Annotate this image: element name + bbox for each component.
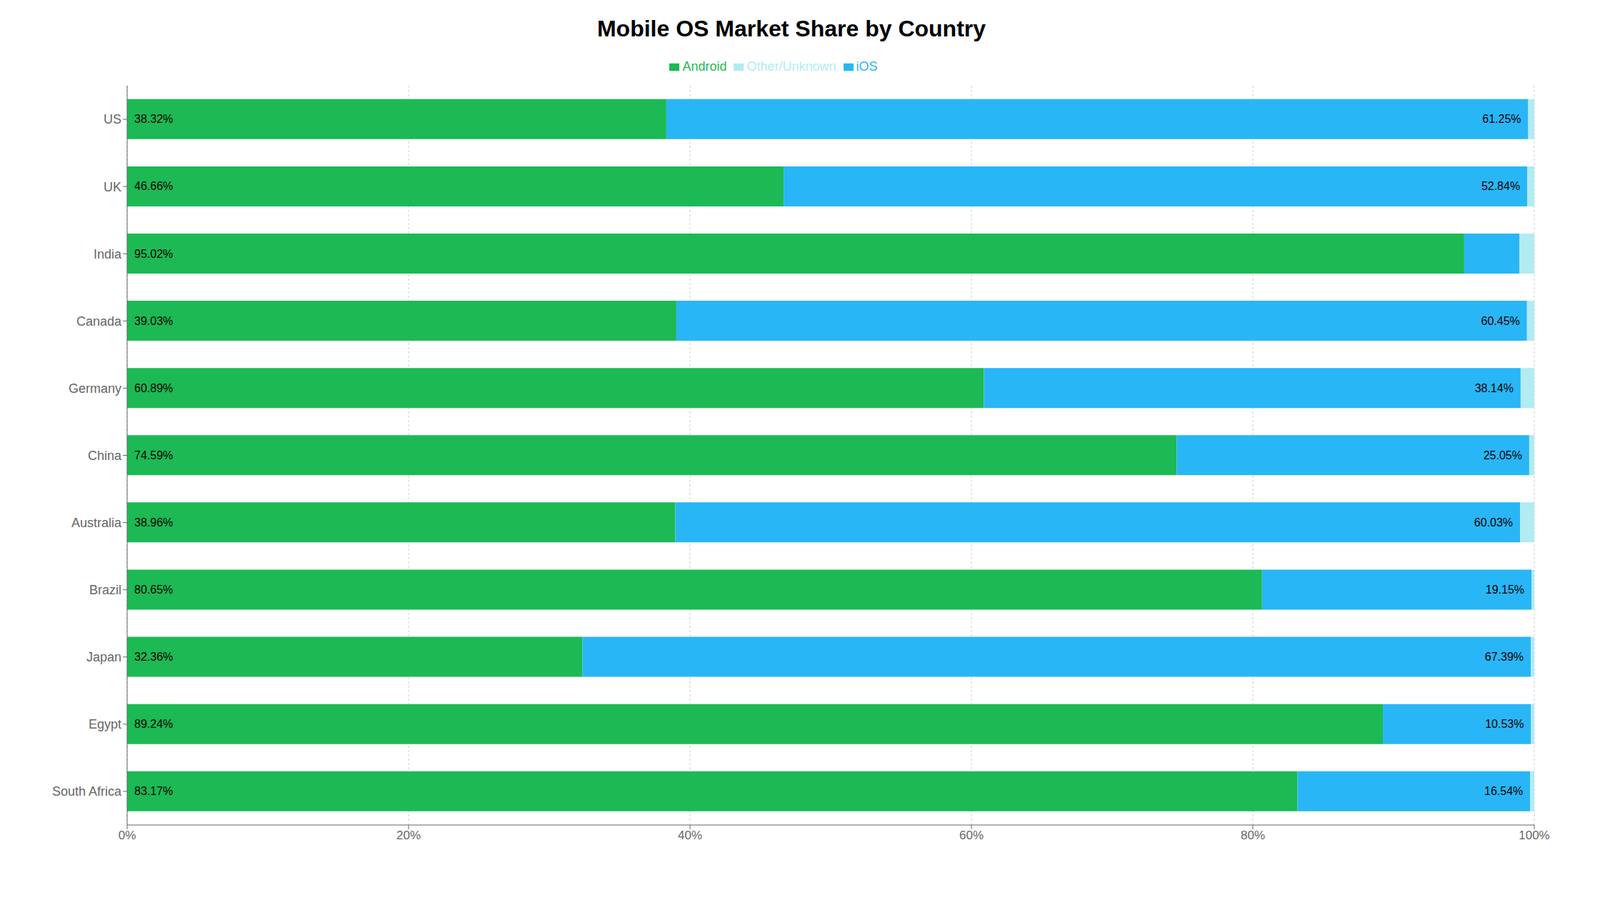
svg-text:Germany: Germany — [68, 381, 122, 396]
svg-text:Brazil: Brazil — [89, 582, 122, 598]
svg-text:25.05%: 25.05% — [1483, 449, 1523, 462]
svg-text:Canada: Canada — [76, 314, 123, 329]
svg-text:80%: 80% — [1240, 828, 1265, 843]
svg-text:61.25%: 61.25% — [1482, 112, 1521, 125]
svg-text:60%: 60% — [959, 828, 984, 843]
svg-text:60.03%: 60.03% — [1474, 516, 1513, 529]
svg-text:10.53%: 10.53% — [1485, 717, 1524, 730]
svg-text:32.36%: 32.36% — [134, 650, 173, 663]
html-text:Mobile OS Market Share by Coun: Mobile OS Market Share by Country — [597, 15, 986, 42]
svg-text:95.02%: 95.02% — [134, 247, 173, 260]
html-text:Other/Unknown: Other/Unknown — [746, 59, 837, 74]
svg-text:19.15%: 19.15% — [1485, 583, 1525, 596]
svg-text:52.84%: 52.84% — [1481, 180, 1520, 193]
svg-text:60.89%: 60.89% — [134, 382, 173, 395]
svg-text:83.17%: 83.17% — [134, 785, 173, 798]
svg-text:46.66%: 46.66% — [134, 180, 173, 193]
svg-text:74.59%: 74.59% — [134, 449, 173, 462]
svg-text:20%: 20% — [396, 828, 421, 843]
svg-text:38.96%: 38.96% — [134, 516, 173, 529]
svg-text:US: US — [103, 112, 122, 127]
svg-text:80.65%: 80.65% — [134, 583, 173, 596]
svg-text:38.32%: 38.32% — [134, 112, 173, 125]
svg-text:UK: UK — [103, 180, 122, 195]
svg-text:89.24%: 89.24% — [134, 717, 173, 730]
svg-text:Japan: Japan — [86, 650, 122, 665]
html-text:iOS: iOS — [856, 59, 878, 74]
svg-text:60.45%: 60.45% — [1480, 315, 1520, 328]
svg-text:40%: 40% — [677, 828, 703, 843]
svg-text:67.39%: 67.39% — [1485, 650, 1524, 663]
svg-text:100%: 100% — [1518, 828, 1550, 843]
svg-text:38.14%: 38.14% — [1475, 382, 1514, 395]
svg-text:Egypt: Egypt — [88, 717, 122, 732]
svg-text:0%: 0% — [118, 828, 137, 843]
svg-text:39.03%: 39.03% — [134, 315, 173, 328]
svg-text:16.54%: 16.54% — [1484, 785, 1523, 798]
svg-text:India: India — [93, 247, 123, 262]
html-text:Android: Android — [682, 59, 727, 74]
svg-text:China: China — [87, 448, 123, 463]
svg-text:South Africa: South Africa — [52, 784, 123, 799]
svg-text:Australia: Australia — [71, 515, 123, 530]
